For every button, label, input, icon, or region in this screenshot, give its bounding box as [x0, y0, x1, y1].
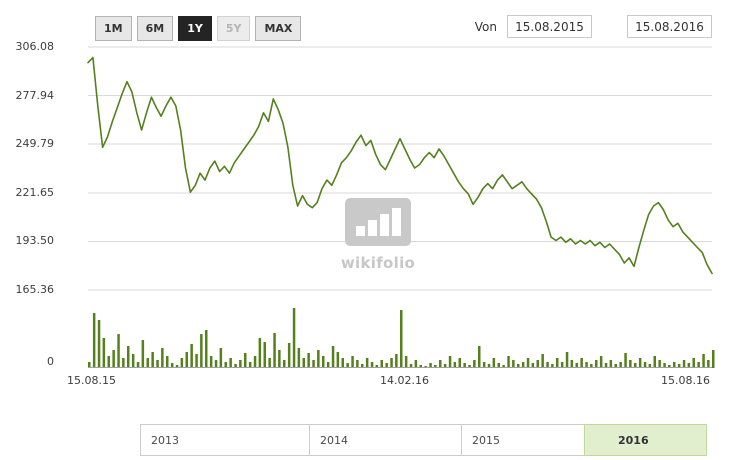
wikifolio-logo-icon — [345, 198, 411, 246]
y-axis-label: 221.65 — [15, 186, 55, 199]
date-from-label: Von — [474, 19, 497, 34]
volume-bar-chart — [88, 308, 715, 368]
volume-chart-canvas — [88, 302, 715, 368]
range-button-max[interactable]: MAX — [255, 16, 302, 41]
navigator-year-2015[interactable]: 2015 — [461, 424, 585, 456]
y-axis-label: 277.94 — [15, 89, 55, 102]
navigator-year-2014[interactable]: 2014 — [309, 424, 462, 456]
navigator-year-2016[interactable]: 2016 — [584, 424, 707, 456]
price-y-axis: 306.08 277.94 249.79 221.65 193.50 165.3… — [0, 0, 55, 300]
watermark-text: wikifolio — [340, 254, 416, 272]
navigator-year-2013[interactable]: 2013 — [140, 424, 310, 456]
x-axis-label: 15.08.16 — [661, 374, 710, 387]
range-button-group: 1M 6M 1Y 5Y MAX — [95, 16, 302, 41]
x-axis: 15.08.15 14.02.16 15.08.16 — [67, 374, 712, 388]
range-button-6m[interactable]: 6M — [136, 16, 174, 41]
y-axis-label: 306.08 — [15, 40, 55, 53]
wikifolio-watermark: wikifolio — [340, 198, 416, 272]
timeline-navigator: 2013 2014 2015 2016 — [140, 424, 707, 456]
navigator-year-label: 2013 — [151, 433, 179, 447]
date-to-input[interactable] — [627, 15, 712, 38]
range-button-1y[interactable]: 1Y — [178, 16, 212, 41]
y-axis-label: 193.50 — [15, 234, 55, 247]
navigator-year-label: 2016 — [618, 433, 649, 447]
date-range-controls: Von — [475, 15, 712, 38]
volume-zero-label: 0 — [47, 355, 54, 368]
date-from-input[interactable] — [507, 15, 592, 38]
navigator-year-label: 2014 — [320, 433, 348, 447]
x-axis-label: 15.08.15 — [67, 374, 116, 387]
range-button-1m[interactable]: 1M — [95, 16, 132, 41]
range-button-5y[interactable]: 5Y — [216, 16, 251, 41]
y-axis-label: 249.79 — [15, 137, 55, 150]
x-axis-label: 14.02.16 — [380, 374, 429, 387]
navigator-year-label: 2015 — [472, 433, 500, 447]
y-axis-label: 165.36 — [15, 283, 55, 296]
